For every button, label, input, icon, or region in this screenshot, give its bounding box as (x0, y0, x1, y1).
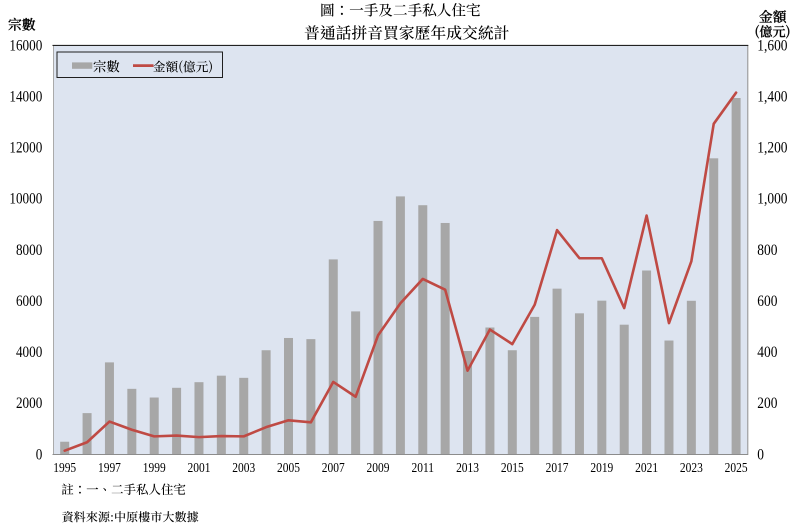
svg-text:2021: 2021 (635, 460, 658, 475)
svg-text:0: 0 (757, 446, 764, 463)
svg-text:2013: 2013 (456, 460, 479, 475)
svg-text:12000: 12000 (9, 140, 42, 157)
svg-text:1997: 1997 (98, 460, 121, 475)
svg-text:400: 400 (757, 344, 777, 361)
svg-text:1999: 1999 (143, 460, 166, 475)
svg-text:1,600: 1,600 (757, 37, 787, 54)
svg-text:2011: 2011 (412, 460, 435, 475)
svg-text:1995: 1995 (53, 460, 76, 475)
svg-text:2003: 2003 (232, 460, 255, 475)
svg-text:1,200: 1,200 (757, 140, 787, 157)
svg-text:2001: 2001 (188, 460, 211, 475)
svg-text:2005: 2005 (277, 460, 300, 475)
svg-text:14000: 14000 (9, 89, 42, 106)
svg-text:2017: 2017 (546, 460, 569, 475)
svg-text:16000: 16000 (9, 37, 42, 54)
svg-text:4000: 4000 (16, 344, 42, 361)
svg-text:2019: 2019 (590, 460, 613, 475)
svg-text:10000: 10000 (9, 191, 42, 208)
svg-text:1,400: 1,400 (757, 89, 787, 106)
svg-text:200: 200 (757, 395, 777, 412)
svg-text:0: 0 (36, 446, 43, 463)
svg-text:8000: 8000 (16, 242, 42, 259)
svg-text:2000: 2000 (16, 395, 42, 412)
svg-text:2009: 2009 (367, 460, 390, 475)
svg-text:6000: 6000 (16, 293, 42, 310)
svg-text:2025: 2025 (725, 460, 748, 475)
svg-text:2015: 2015 (501, 460, 524, 475)
svg-text:2007: 2007 (322, 460, 345, 475)
svg-text:600: 600 (757, 293, 777, 310)
svg-text:2023: 2023 (680, 460, 703, 475)
svg-text:800: 800 (757, 242, 777, 259)
svg-text:1,000: 1,000 (757, 191, 787, 208)
